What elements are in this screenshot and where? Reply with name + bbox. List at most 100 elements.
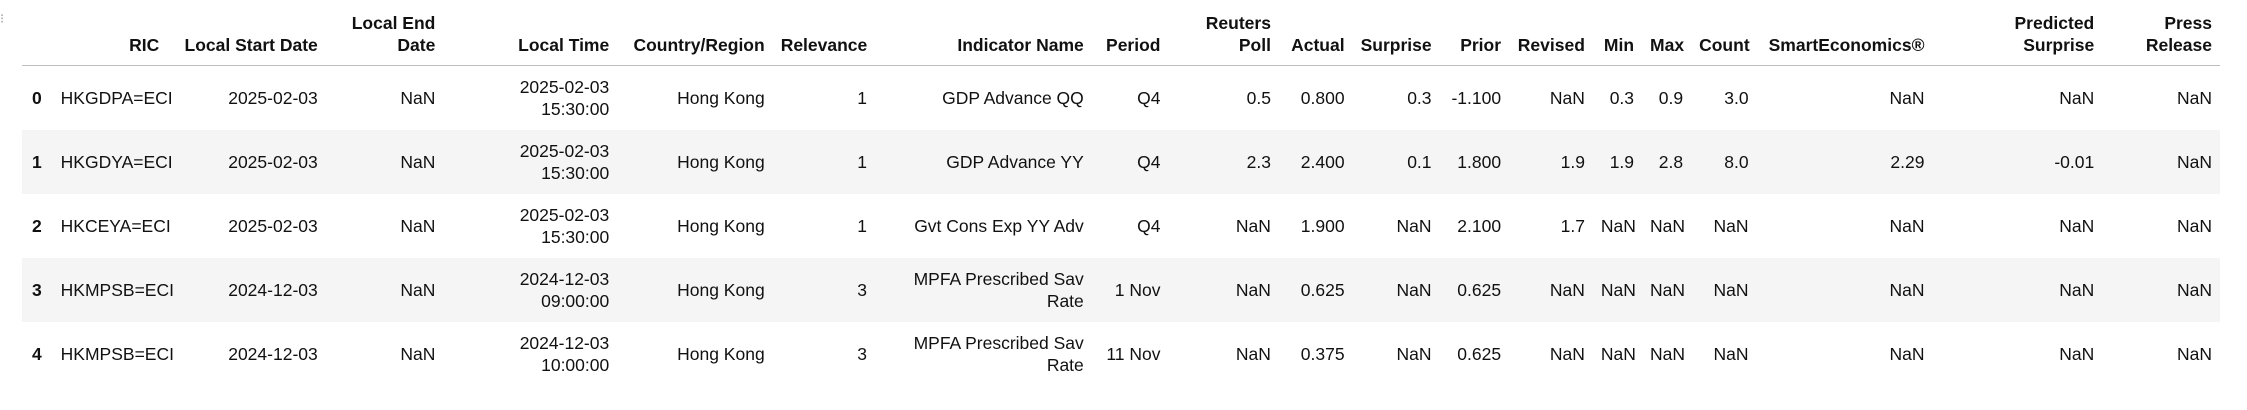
cell-press-release: NaN — [2176, 344, 2212, 364]
cell-local-start-date: 2024-12-03 — [228, 344, 318, 364]
header-ric: RIC — [52, 10, 168, 66]
cell-local-end-date: NaN — [400, 88, 436, 108]
cell-period: 1 Nov — [1114, 280, 1161, 300]
cell-prior: -1.100 — [1451, 88, 1502, 108]
header-reuters-poll: Reuters Poll — [1168, 10, 1279, 66]
cell-country-region: Hong Kong — [677, 88, 765, 108]
cell-indicator-name: Gvt Cons Exp YY Adv — [914, 216, 1084, 236]
header-actual: Actual — [1278, 10, 1353, 66]
cell-relevance: 1 — [857, 152, 867, 172]
cell-relevance: 1 — [857, 88, 867, 108]
cell-press-release: NaN — [2176, 88, 2212, 108]
cell-press-release: NaN — [2176, 216, 2212, 236]
cell-period: 11 Nov — [1106, 344, 1161, 364]
cell-revised: 1.7 — [1560, 216, 1585, 236]
cell-relevance: 1 — [857, 216, 867, 236]
cell-count: 3.0 — [1724, 88, 1749, 108]
cell-local-time: 2025-02-03 15:30:00 — [519, 141, 610, 183]
header-max: Max — [1642, 10, 1692, 66]
cell-predicted-surprise: -0.01 — [2054, 152, 2095, 172]
cell-predicted-surprise: NaN — [2059, 344, 2095, 364]
table-row: 2 HKCEYA=ECI 2025-02-03 NaN 2025-02-03 1… — [22, 194, 2220, 258]
cell-max: NaN — [1650, 216, 1686, 236]
cell-actual: 1.900 — [1300, 216, 1345, 236]
table-row: 1 HKGDYA=ECI 2025-02-03 NaN 2025-02-03 1… — [22, 130, 2220, 194]
table-row: 3 HKMPSB=ECI 2024-12-03 NaN 2024-12-03 0… — [22, 258, 2220, 322]
cell-indicator-name: GDP Advance YY — [946, 152, 1084, 172]
cell-max: NaN — [1650, 280, 1686, 300]
cell-min: 0.3 — [1609, 88, 1635, 108]
cell-count: NaN — [1713, 216, 1749, 236]
cell-reuters-poll: 2.3 — [1246, 152, 1271, 172]
cell-smarteconomics: NaN — [1889, 216, 1925, 236]
cell-reuters-poll: NaN — [1235, 280, 1271, 300]
cell-min: 1.9 — [1609, 152, 1635, 172]
cell-press-release: NaN — [2176, 152, 2212, 172]
cell-predicted-surprise: NaN — [2059, 88, 2095, 108]
cell-local-end-date: NaN — [400, 280, 436, 300]
dataframe-output: RIC Local Start Date Local End Date Loca… — [22, 10, 2220, 386]
cell-country-region: Hong Kong — [677, 216, 765, 236]
header-count: Count — [1691, 10, 1757, 66]
cell-ric: HKGDPA=ECI — [60, 88, 173, 108]
cell-prior: 0.625 — [1457, 344, 1502, 364]
header-smarteconomics: SmartEconomics® — [1756, 10, 1933, 66]
cell-period: Q4 — [1137, 88, 1161, 108]
header-local-start-date: Local Start Date — [167, 10, 326, 66]
cell-actual: 0.625 — [1300, 280, 1345, 300]
cell-revised: NaN — [1549, 344, 1585, 364]
cell-local-end-date: NaN — [400, 216, 436, 236]
cell-min: NaN — [1600, 216, 1636, 236]
cell-indicator-name: MPFA Prescribed Sav Rate — [913, 333, 1084, 375]
cell-relevance: 3 — [857, 280, 867, 300]
cell-local-end-date: NaN — [400, 344, 436, 364]
row-index: 2 — [32, 216, 42, 236]
cell-count: NaN — [1713, 344, 1749, 364]
cell-local-time: 2025-02-03 15:30:00 — [519, 77, 610, 119]
header-min: Min — [1592, 10, 1643, 66]
cell-country-region: Hong Kong — [677, 344, 765, 364]
cell-ric: HKGDYA=ECI — [60, 152, 173, 172]
cell-smarteconomics: NaN — [1889, 88, 1925, 108]
collapse-gutter-icon[interactable]: ⁝ — [0, 11, 5, 26]
header-local-end-date: Local End Date — [325, 10, 444, 66]
header-relevance: Relevance — [772, 10, 875, 66]
cell-predicted-surprise: NaN — [2059, 216, 2095, 236]
header-revised: Revised — [1509, 10, 1593, 66]
header-local-time: Local Time — [443, 10, 618, 66]
header-index — [22, 10, 53, 66]
cell-smarteconomics: NaN — [1889, 344, 1925, 364]
cell-indicator-name: MPFA Prescribed Sav Rate — [913, 269, 1084, 311]
row-index: 4 — [32, 344, 42, 364]
cell-reuters-poll: 0.5 — [1246, 88, 1271, 108]
cell-surprise: NaN — [1396, 344, 1432, 364]
header-period: Period — [1091, 10, 1169, 66]
cell-ric: HKMPSB=ECI — [60, 280, 174, 300]
cell-country-region: Hong Kong — [677, 152, 765, 172]
cell-surprise: NaN — [1396, 280, 1432, 300]
cell-min: NaN — [1600, 280, 1636, 300]
cell-prior: 2.100 — [1457, 216, 1502, 236]
cell-count: NaN — [1713, 280, 1749, 300]
header-prior: Prior — [1439, 10, 1510, 66]
cell-revised: NaN — [1549, 88, 1585, 108]
table-header: RIC Local Start Date Local End Date Loca… — [22, 10, 2220, 66]
table-row: 4 HKMPSB=ECI 2024-12-03 NaN 2024-12-03 1… — [22, 322, 2220, 386]
cell-revised: 1.9 — [1560, 152, 1585, 172]
cell-max: NaN — [1650, 344, 1686, 364]
cell-predicted-surprise: NaN — [2059, 280, 2095, 300]
cell-min: NaN — [1600, 344, 1636, 364]
cell-local-start-date: 2024-12-03 — [228, 280, 318, 300]
cell-prior: 0.625 — [1457, 280, 1502, 300]
cell-gutter-marker: ⁝ — [0, 12, 8, 38]
cell-local-start-date: 2025-02-03 — [228, 216, 318, 236]
cell-local-start-date: 2025-02-03 — [228, 88, 318, 108]
table-row: 0 HKGDPA=ECI 2025-02-03 NaN 2025-02-03 1… — [22, 66, 2220, 131]
cell-local-end-date: NaN — [400, 152, 436, 172]
cell-actual: 0.375 — [1300, 344, 1345, 364]
cell-period: Q4 — [1137, 216, 1161, 236]
cell-press-release: NaN — [2176, 280, 2212, 300]
cell-surprise: NaN — [1396, 216, 1432, 236]
dataframe-table: RIC Local Start Date Local End Date Loca… — [22, 10, 2220, 386]
cell-actual: 2.400 — [1300, 152, 1345, 172]
